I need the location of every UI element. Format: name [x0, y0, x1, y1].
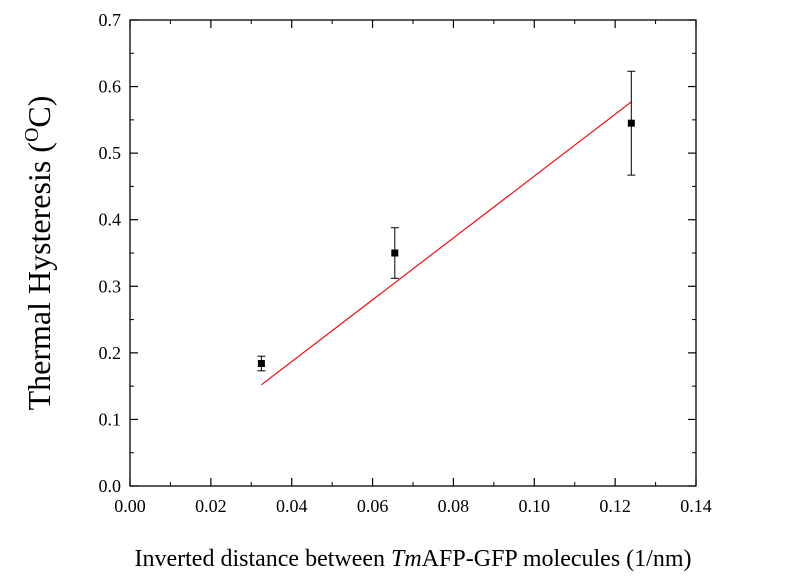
x-tick-label: 0.10: [519, 496, 551, 516]
x-tick-label: 0.12: [599, 496, 631, 516]
y-axis-title-sup: O: [21, 128, 43, 142]
y-axis-title-unit: C): [21, 96, 57, 128]
x-tick-label: 0.04: [276, 496, 308, 516]
y-tick-label: 0.4: [99, 210, 122, 230]
x-axis-title: Inverted distance between TmAFP-GFP mole…: [134, 546, 691, 572]
data-point-group: [390, 227, 399, 279]
y-tick-label: 0.5: [99, 143, 122, 163]
y-tick-labels: 0.0 0.1 0.2 0.3 0.4 0.5 0.6 0.7: [99, 10, 122, 496]
data-point: [627, 119, 635, 127]
x-tick-label: 0.00: [114, 496, 146, 516]
x-tick-label: 0.06: [357, 496, 389, 516]
y-axis-title: Thermal Hysteresis (OC): [21, 96, 57, 411]
y-tick-label: 0.3: [99, 276, 122, 296]
y-tick-label: 0.1: [99, 409, 122, 429]
y-tick-label: 0.2: [99, 343, 122, 363]
data-point: [257, 360, 265, 368]
x-axis-title-suffix: AFP-GFP molecules (1/nm): [422, 546, 692, 572]
data-point-group: [627, 70, 636, 176]
x-tick-label: 0.02: [195, 496, 227, 516]
y-tick-label: 0.6: [99, 77, 122, 97]
plot-frame: [129, 19, 697, 487]
x-tick-labels: 0.00 0.02 0.04 0.06 0.08 0.10 0.12 0.14: [114, 496, 712, 516]
fit-line: [261, 101, 632, 386]
data-point: [391, 249, 399, 257]
y-tick-label: 0.0: [99, 476, 122, 496]
x-tick-label: 0.08: [438, 496, 470, 516]
y-axis-title-main: Thermal Hysteresis (: [21, 142, 57, 410]
x-tick-label: 0.14: [680, 496, 712, 516]
x-axis-title-italic: Tm: [391, 546, 422, 572]
x-axis-title-prefix: Inverted distance between: [134, 546, 391, 572]
data-point-group: [257, 355, 266, 372]
data-points: [257, 70, 636, 372]
y-tick-label: 0.7: [99, 10, 122, 30]
ticks-layer: [129, 19, 697, 487]
